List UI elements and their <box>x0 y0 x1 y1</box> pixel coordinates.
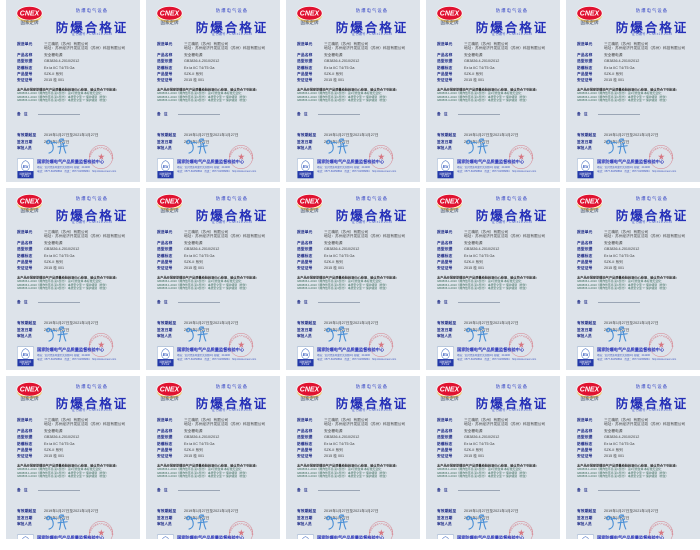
svg-text:国家定牌: 国家定牌 <box>160 207 179 214</box>
svg-text:Ex: Ex <box>443 352 449 358</box>
svg-text:国家强制性: 国家强制性 <box>440 359 452 363</box>
svg-text:CNEX: CNEX <box>440 387 461 394</box>
svg-text:CNEX: CNEX <box>580 387 601 394</box>
svg-text:国家强制性: 国家强制性 <box>20 171 32 175</box>
svg-text:CNEX: CNEX <box>160 387 181 394</box>
svg-text:CNEX: CNEX <box>300 11 321 18</box>
svg-text:Ex: Ex <box>23 352 29 358</box>
svg-text:CNEX: CNEX <box>160 11 181 18</box>
svg-text:国家定牌: 国家定牌 <box>580 19 599 26</box>
svg-text:国家强制性: 国家强制性 <box>20 359 32 363</box>
svg-text:国家定牌: 国家定牌 <box>160 395 179 402</box>
svg-text:CNEX: CNEX <box>440 11 461 18</box>
svg-text:Ex: Ex <box>583 352 589 358</box>
svg-text:CNEX: CNEX <box>160 199 181 206</box>
svg-text:国家强制性: 国家强制性 <box>300 171 312 175</box>
svg-text:国家定牌: 国家定牌 <box>440 19 459 26</box>
svg-text:国家强制性: 国家强制性 <box>580 171 592 175</box>
svg-text:Ex: Ex <box>163 352 169 358</box>
svg-text:Ex: Ex <box>163 164 169 170</box>
svg-text:国家强制性: 国家强制性 <box>160 359 172 363</box>
svg-text:国家定牌: 国家定牌 <box>300 207 319 214</box>
svg-text:Ex: Ex <box>23 164 29 170</box>
svg-text:国家定牌: 国家定牌 <box>440 395 459 402</box>
svg-text:CNEX: CNEX <box>440 199 461 206</box>
svg-text:国家定牌: 国家定牌 <box>300 395 319 402</box>
svg-text:国家定牌: 国家定牌 <box>440 207 459 214</box>
svg-text:CNEX: CNEX <box>300 387 321 394</box>
svg-text:Ex: Ex <box>303 352 309 358</box>
svg-text:国家定牌: 国家定牌 <box>20 395 39 402</box>
svg-text:国家强制性: 国家强制性 <box>580 359 592 363</box>
svg-text:Ex: Ex <box>303 164 309 170</box>
svg-text:Ex: Ex <box>443 164 449 170</box>
svg-text:CNEX: CNEX <box>300 199 321 206</box>
svg-text:CNEX: CNEX <box>580 11 601 18</box>
svg-text:国家定牌: 国家定牌 <box>580 207 599 214</box>
svg-text:国家定牌: 国家定牌 <box>20 19 39 26</box>
svg-text:CNEX: CNEX <box>20 387 41 394</box>
svg-text:国家定牌: 国家定牌 <box>20 207 39 214</box>
svg-text:国家定牌: 国家定牌 <box>160 19 179 26</box>
svg-text:CNEX: CNEX <box>580 199 601 206</box>
svg-text:CNEX: CNEX <box>20 199 41 206</box>
svg-text:国家强制性: 国家强制性 <box>160 171 172 175</box>
svg-text:国家强制性: 国家强制性 <box>300 359 312 363</box>
svg-text:CNEX: CNEX <box>20 11 41 18</box>
svg-text:国家定牌: 国家定牌 <box>300 19 319 26</box>
svg-text:国家强制性: 国家强制性 <box>440 171 452 175</box>
svg-text:Ex: Ex <box>583 164 589 170</box>
svg-text:国家定牌: 国家定牌 <box>580 395 599 402</box>
